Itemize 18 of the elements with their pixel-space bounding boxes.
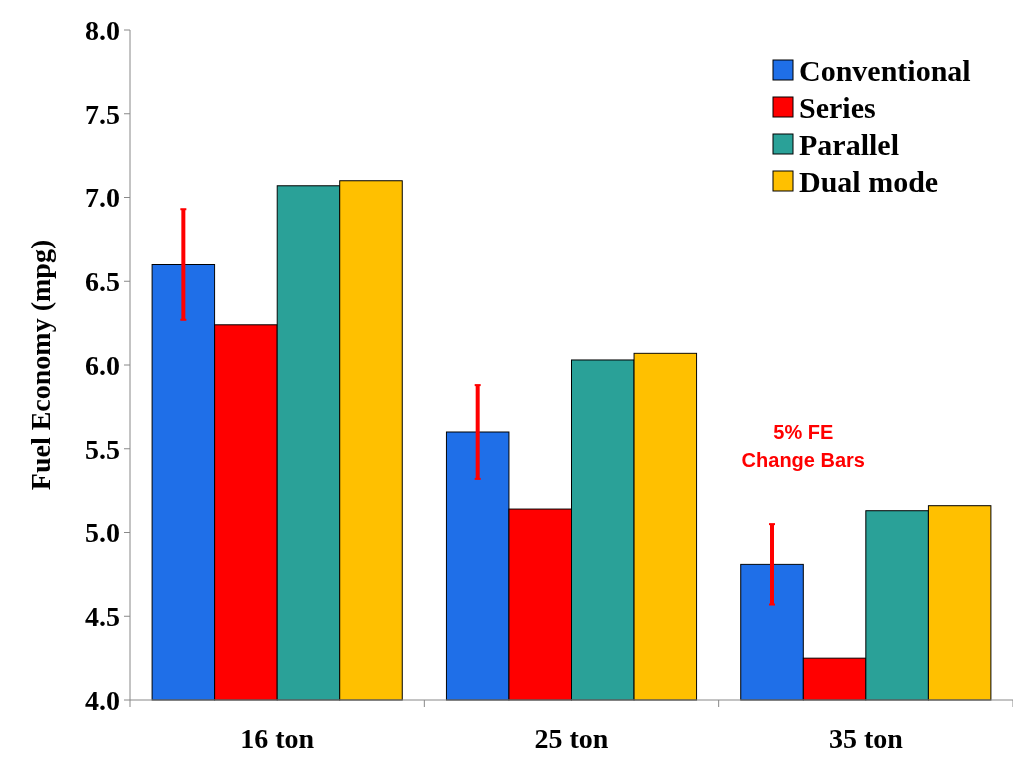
y-tick-label: 4.0	[85, 684, 120, 716]
legend-label: Conventional	[799, 53, 971, 87]
y-tick-label: 4.5	[85, 601, 120, 633]
y-tick-label: 6.5	[85, 266, 120, 298]
x-tick-label: 25 ton	[534, 723, 609, 754]
y-tick-label: 7.5	[85, 98, 120, 130]
x-tick-label: 16 ton	[240, 723, 315, 754]
y-tick-label: 5.0	[85, 517, 120, 549]
legend-label: Series	[799, 90, 876, 124]
annotation: 5% FE Change Bars	[741, 421, 865, 472]
y-axis-title: Fuel Economy (mpg)	[24, 239, 56, 491]
y-tick-label: 6.0	[85, 349, 120, 381]
legend-label: Dual mode	[799, 164, 939, 198]
y-tick-label: 5.5	[85, 433, 120, 465]
y-tick-label: 7.0	[85, 182, 120, 214]
x-tick-label: 35 ton	[828, 723, 904, 754]
y-tick-label: 8.0	[85, 14, 120, 46]
legend-label: Parallel	[799, 127, 899, 161]
